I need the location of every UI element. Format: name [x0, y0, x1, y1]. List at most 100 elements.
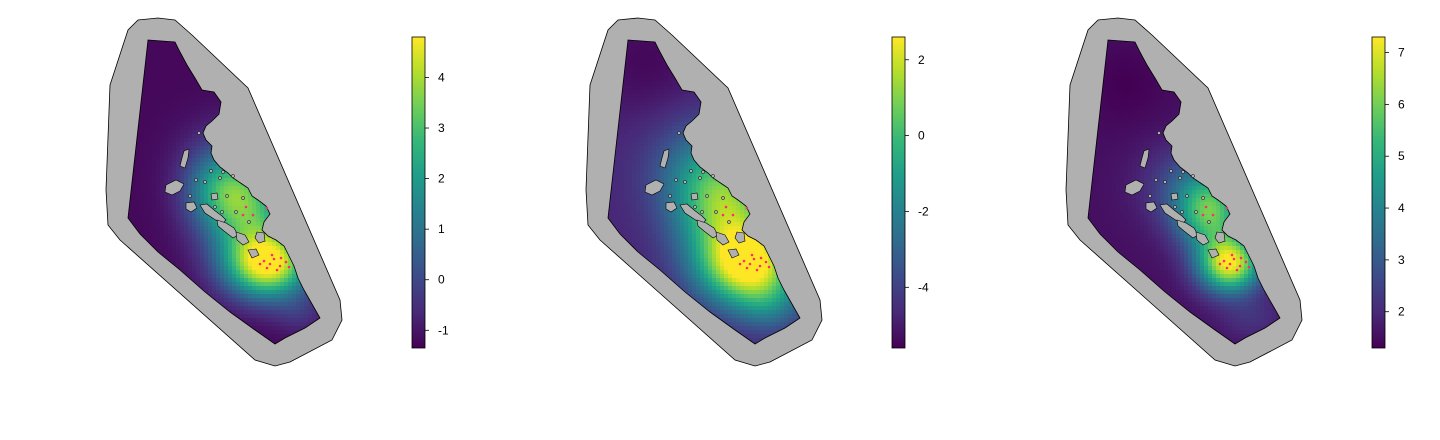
observation-point: [262, 259, 266, 263]
lake-shape: [247, 248, 260, 259]
colorbar-tick-label: 5: [1398, 149, 1405, 163]
observation-point: [1244, 260, 1248, 264]
small-lake: [194, 178, 198, 182]
map-svg: -4 -2 0 2: [585, 17, 929, 367]
colorbar-tick-label: 7: [1398, 46, 1405, 60]
small-lake: [677, 131, 681, 135]
colorbar-gradient: [891, 36, 906, 349]
lake-shape: [665, 201, 678, 213]
small-lake: [203, 180, 207, 184]
small-lake: [225, 194, 229, 198]
colorbar-tick-label: 4: [438, 70, 445, 84]
observation-point: [1201, 213, 1205, 217]
coastline-outline: [127, 39, 321, 345]
colorbar-tick-label: 1: [438, 222, 445, 236]
lake-shape: [1214, 231, 1226, 244]
lake-shape: [1207, 248, 1220, 259]
observation-point: [1218, 262, 1222, 266]
map-panel-1: -1 0 1 2 3 4: [0, 0, 480, 440]
observation-points: [721, 205, 771, 272]
small-lake: [1185, 194, 1189, 198]
small-lake: [1181, 170, 1185, 174]
colorbar-tick-label: 6: [1398, 97, 1405, 111]
observation-point: [764, 260, 768, 264]
small-lake: [241, 196, 245, 200]
colorbar-tick-label: 3: [1398, 253, 1405, 267]
lakes: [164, 131, 266, 259]
observation-point: [278, 264, 282, 268]
lake-shape: [1176, 219, 1199, 239]
lake-shape: [715, 231, 730, 246]
colorbar-tick-label: 2: [918, 53, 925, 67]
colorbar: -4 -2 0 2: [891, 36, 929, 349]
observation-point: [731, 213, 735, 217]
small-lake: [714, 210, 718, 214]
lake-shape: [254, 231, 266, 244]
small-lake: [701, 170, 705, 174]
lake-shape: [216, 219, 239, 239]
observation-point: [275, 268, 279, 272]
small-lake: [220, 210, 224, 214]
small-lake: [247, 220, 251, 224]
observation-point: [241, 213, 245, 217]
small-lake: [674, 178, 678, 182]
lake-shape: [659, 148, 670, 169]
small-lake: [705, 194, 709, 198]
observation-point: [1230, 253, 1234, 257]
observation-point: [270, 253, 274, 257]
lakes: [644, 131, 746, 259]
small-lake: [1194, 210, 1198, 214]
observation-point: [251, 213, 255, 217]
lake-shape: [1170, 192, 1179, 201]
coastline-outline: [607, 39, 801, 345]
colorbar: 2 3 4 5 6 7: [1371, 36, 1405, 349]
lake-shape: [696, 219, 719, 239]
observation-points: [241, 205, 291, 272]
small-lake: [1169, 169, 1173, 173]
small-lake: [218, 176, 222, 180]
observation-point: [265, 206, 269, 210]
colorbar-tick-label: 3: [438, 121, 445, 135]
small-lake: [693, 205, 697, 209]
small-lake: [683, 180, 687, 184]
observation-point: [258, 262, 262, 266]
small-lake: [197, 131, 201, 135]
observation-point: [1239, 256, 1243, 260]
observation-point: [1235, 268, 1239, 272]
map-panel-3: 2 3 4 5 6 7: [960, 0, 1440, 440]
observation-point: [1228, 262, 1232, 266]
map-svg: -1 0 1 2 3 4: [105, 17, 449, 367]
observation-point: [755, 268, 759, 272]
small-lake: [689, 169, 693, 173]
observation-points: [1201, 205, 1251, 272]
observation-point: [1225, 206, 1229, 210]
colorbar-tick-label: 4: [1398, 201, 1405, 215]
small-lake: [1191, 174, 1195, 178]
small-lake: [1173, 205, 1177, 209]
small-lake: [188, 194, 192, 198]
small-lake: [1148, 194, 1152, 198]
lake-shape: [199, 203, 227, 225]
small-lake: [209, 169, 213, 173]
lake-shape: [1139, 148, 1150, 169]
observation-point: [721, 213, 725, 217]
observation-point: [748, 262, 752, 266]
small-lake: [1163, 180, 1167, 184]
lake-shape: [644, 179, 665, 196]
observation-point: [724, 205, 728, 209]
colorbar-tick-label: 0: [438, 273, 445, 287]
lake-shape: [1145, 201, 1158, 213]
lake-shape: [1195, 231, 1210, 246]
colorbar: -1 0 1 2 3 4: [411, 36, 449, 349]
colorbar-tick-label: -1: [438, 323, 449, 337]
lake-shape: [679, 203, 707, 225]
observation-point: [279, 256, 283, 260]
lake-shape: [690, 192, 699, 201]
lakes: [1124, 131, 1226, 259]
small-lake: [668, 194, 672, 198]
lake-shape: [179, 148, 190, 169]
lake-shape: [734, 231, 746, 244]
observation-point: [287, 265, 291, 269]
small-lake: [1207, 220, 1211, 224]
